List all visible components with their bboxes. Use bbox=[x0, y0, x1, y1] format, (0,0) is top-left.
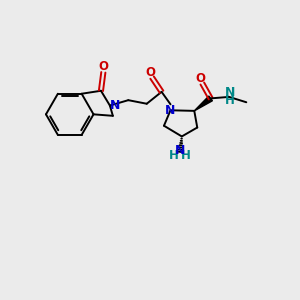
Text: O: O bbox=[146, 66, 156, 79]
Text: N: N bbox=[225, 86, 235, 99]
Text: H: H bbox=[181, 149, 190, 162]
Text: H: H bbox=[225, 94, 235, 107]
Text: O: O bbox=[196, 72, 206, 85]
Polygon shape bbox=[194, 96, 212, 111]
Text: N: N bbox=[165, 104, 176, 117]
Text: N: N bbox=[175, 144, 185, 157]
Text: N: N bbox=[110, 99, 120, 112]
Text: H: H bbox=[169, 149, 179, 162]
Text: O: O bbox=[98, 61, 108, 74]
